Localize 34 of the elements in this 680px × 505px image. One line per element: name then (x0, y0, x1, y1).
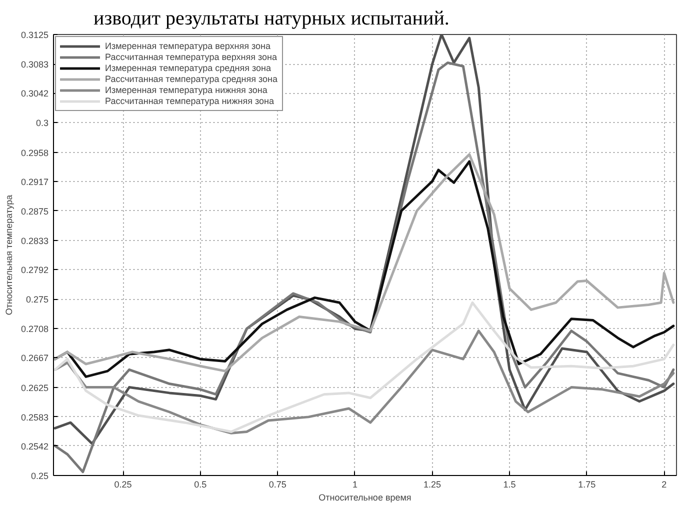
x-tick-label: 0.75 (268, 480, 286, 490)
y-tick-label: 0.3042 (20, 88, 49, 99)
y-tick-label: 0.2792 (20, 264, 49, 275)
x-axis-title: Относительное время (318, 492, 412, 502)
line-series (54, 301, 675, 434)
y-tick-label: 0.25 (30, 471, 49, 481)
y-tick-label: 0.2708 (20, 324, 49, 334)
legend-label: Измеренная температура средняя зона (105, 63, 271, 73)
y-tick-label: 0.2542 (20, 441, 49, 452)
x-tick-label: 1.25 (423, 480, 442, 490)
x-tick-label: 0.5 (194, 480, 207, 490)
legend-label: Измеренная температура верхняя зона (105, 41, 270, 51)
y-tick-label: 0.2625 (20, 382, 49, 393)
y-tick-label: 0.2875 (20, 206, 49, 216)
y-tick-label: 0.2833 (20, 236, 49, 246)
x-tick-label: 1.75 (578, 480, 596, 490)
y-tick-label: 0.275 (26, 294, 49, 305)
y-tick-label: 0.3083 (20, 60, 49, 70)
x-tick-label: 0.25 (114, 480, 132, 490)
legend-label: Рассчитанная температура верхняя зона (105, 52, 278, 62)
legend-label: Измеренная температура нижняя зона (105, 85, 268, 95)
y-tick-label: 0.3125 (20, 30, 49, 40)
y-tick-label: 0.2917 (20, 176, 49, 187)
y-tick-label: 0.2667 (20, 353, 49, 364)
x-tick-label: 2 (662, 480, 667, 490)
x-tick-label: 1 (352, 480, 358, 490)
y-tick-label: 0.2583 (20, 412, 49, 422)
text: изводит результаты натурных испытаний. (94, 8, 450, 30)
y-axis-title: Относительная температура (4, 194, 14, 316)
y-tick-label: 0.2958 (20, 148, 49, 158)
x-tick-label: 1.5 (503, 480, 516, 490)
legend-label: Рассчитанная температура нижняя зона (105, 96, 274, 106)
y-tick-label: 0.3 (36, 118, 49, 128)
legend-label: Рассчитанная температура средняя зона (105, 74, 278, 84)
